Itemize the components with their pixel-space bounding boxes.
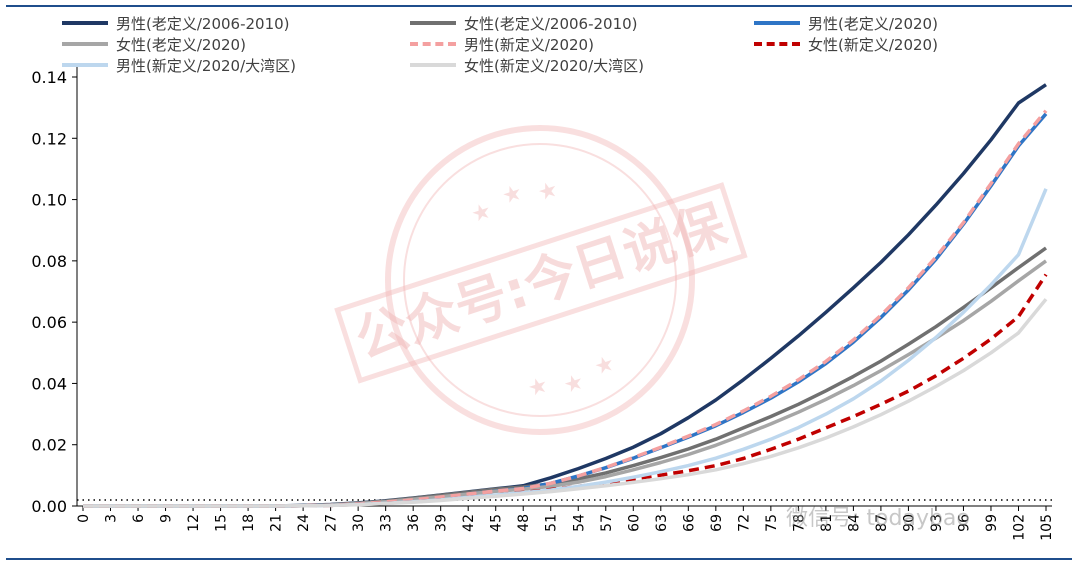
legend-label: 男性(老定义/2020) [808,14,938,33]
x-tick-label: 36 [406,514,422,532]
y-tick-label: 0.08 [31,252,67,271]
x-tick-label: 102 [1011,514,1027,541]
series-line-3 [83,112,1048,508]
legend-swatch [410,21,456,25]
y-tick-label: 0.00 [31,497,67,516]
legend-item: 女性(新定义/2020) [754,33,938,55]
x-tick-label: 99 [984,514,1000,532]
legend-label: 男性(新定义/2020) [464,35,594,54]
x-tick-label: 12 [186,514,202,532]
x-tick-label: 15 [214,514,230,532]
legend-item: 男性(新定义/2020/大湾区) [62,54,296,76]
stamp-band [334,182,748,384]
legend-item: 女性(老定义/2006-2010) [410,12,638,34]
y-tick-label: 0.06 [31,313,67,332]
x-tick-label: 42 [461,514,477,532]
x-tick-label: 54 [571,514,587,532]
x-tick-label: 66 [681,514,697,532]
legend-item: 女性(老定义/2020) [62,33,246,55]
x-tick-label: 3 [104,514,120,523]
x-tick-label: 105 [1039,514,1055,541]
x-tick-label: 63 [654,514,670,532]
y-tick-label: 0.04 [31,374,67,393]
legend-item: 女性(新定义/2020/大湾区) [410,54,644,76]
x-tick-label: 57 [599,514,615,532]
x-tick-label: 0 [76,514,92,523]
legend-item: 男性(老定义/2006-2010) [62,12,290,34]
legend-label: 女性(老定义/2020) [116,35,246,54]
x-tick-label: 96 [956,514,972,532]
x-tick-label: 69 [709,514,725,532]
x-tick-label: 93 [929,514,945,532]
series-line-5 [83,109,1048,508]
legend-label: 男性(老定义/2006-2010) [116,14,290,33]
top-rule [6,5,1072,7]
stamp-star-bottom: ★ [561,369,587,399]
x-tick-label: 51 [544,514,560,532]
legend-label: 男性(新定义/2020/大湾区) [116,56,296,75]
stamp-star-bottom: ★ [525,372,551,402]
x-tick-label: 33 [379,514,395,532]
legend-swatch [410,42,456,46]
legend-swatch [754,42,800,46]
x-tick-label: 72 [736,514,752,532]
x-tick-label: 84 [846,514,862,532]
y-tick-label: 0.12 [31,129,67,148]
x-tick-label: 78 [791,514,807,532]
legend-label: 女性(老定义/2006-2010) [464,14,638,33]
stamp-ring [385,125,695,435]
x-tick-label: 21 [269,514,285,532]
legend-label: 女性(新定义/2020) [808,35,938,54]
y-tick-label: 0.14 [31,68,67,87]
x-tick-label: 27 [324,514,340,532]
x-tick-label: 6 [131,514,147,523]
stamp-star-bottom: ★ [591,351,617,381]
legend-swatch [754,21,800,25]
x-tick-label: 9 [159,514,175,523]
x-tick-label: 87 [874,514,890,532]
chart-legend: 男性(老定义/2006-2010) 女性(老定义/2006-2010) 男性(老定义… [62,12,1062,78]
x-tick-label: 60 [626,514,642,532]
bottom-rule [6,558,1072,560]
legend-label: 女性(新定义/2020/大湾区) [464,56,644,75]
x-tick-label: 90 [901,514,917,532]
x-tick-label: 18 [241,514,257,532]
x-tick-label: 30 [351,514,367,532]
stamp-inner-ring [403,143,677,417]
series-line-8 [83,298,1048,508]
x-tick-label: 75 [764,514,780,532]
legend-swatch [410,63,456,67]
legend-item: 男性(老定义/2020) [754,12,938,34]
legend-item: 男性(新定义/2020) [410,33,594,55]
x-tick-label: 48 [516,514,532,532]
stamp-star-top: ★ [499,180,525,210]
x-tick-label: 24 [296,514,312,532]
x-tick-label: 45 [489,514,505,532]
x-tick-label: 39 [434,514,450,532]
legend-swatch [62,63,108,67]
legend-swatch [62,42,108,46]
stamp-star-top: ★ [535,177,561,207]
x-tick-label: 81 [819,514,835,532]
y-tick-label: 0.10 [31,191,67,210]
stamp-star-top: ★ [468,198,494,228]
y-tick-label: 0.02 [31,436,67,455]
wechat-watermark: 微信号: todaybao [786,506,970,531]
legend-swatch [62,21,108,25]
